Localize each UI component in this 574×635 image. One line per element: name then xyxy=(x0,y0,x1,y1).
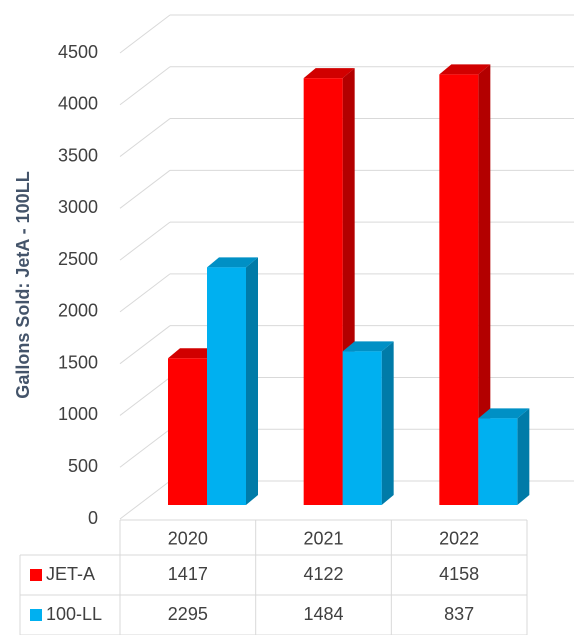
table-value: 1484 xyxy=(303,604,343,624)
bar-side xyxy=(517,408,530,505)
grid-line xyxy=(119,325,171,365)
table-value: 837 xyxy=(444,604,474,624)
bar-top xyxy=(168,348,219,359)
legend-swatch xyxy=(30,569,42,581)
legend-label: JET-A xyxy=(46,564,95,584)
y-tick-label: 4000 xyxy=(58,94,98,114)
grid-line xyxy=(119,221,171,261)
y-tick-label: 4500 xyxy=(58,42,98,62)
x-tick-label: 2022 xyxy=(439,528,479,548)
grid-line xyxy=(119,273,171,313)
bar-side xyxy=(381,341,394,505)
grid-line xyxy=(119,377,171,416)
y-tick-label: 1500 xyxy=(58,352,98,372)
grid-line xyxy=(119,118,171,157)
bar-top xyxy=(478,408,530,419)
bar-side xyxy=(246,257,258,505)
y-axis-title: Gallons Sold: JetA - 100LL xyxy=(13,171,33,398)
y-tick-label: 500 xyxy=(68,456,98,476)
bar xyxy=(342,351,382,505)
grid-line xyxy=(119,14,171,54)
y-tick-label: 3500 xyxy=(58,145,98,165)
bar-top xyxy=(342,341,394,352)
y-tick-label: 3000 xyxy=(58,197,98,217)
bar xyxy=(207,267,246,505)
grid-line xyxy=(119,66,171,106)
grid-line xyxy=(119,480,171,520)
legend-swatch xyxy=(30,609,42,621)
grid-line xyxy=(119,428,171,468)
bar xyxy=(478,418,518,505)
y-tick-label: 2500 xyxy=(58,249,98,269)
bar-side xyxy=(478,64,491,505)
y-tick-label: 1000 xyxy=(58,404,98,424)
table-value: 1417 xyxy=(168,564,208,584)
legend-label: 100-LL xyxy=(46,604,102,624)
y-tick-label: 0 xyxy=(88,508,98,528)
grid-line xyxy=(119,169,171,209)
bar xyxy=(168,358,207,505)
x-tick-label: 2021 xyxy=(303,528,343,548)
table-value: 2295 xyxy=(168,604,208,624)
bar-top xyxy=(303,68,355,79)
x-tick-label: 2020 xyxy=(168,528,208,548)
y-tick-label: 2000 xyxy=(58,301,98,321)
bar xyxy=(303,78,343,506)
bar-top xyxy=(439,64,491,75)
table-value: 4122 xyxy=(303,564,343,584)
bar-top xyxy=(207,257,258,268)
table-value: 4158 xyxy=(439,564,479,584)
bar xyxy=(439,74,479,505)
